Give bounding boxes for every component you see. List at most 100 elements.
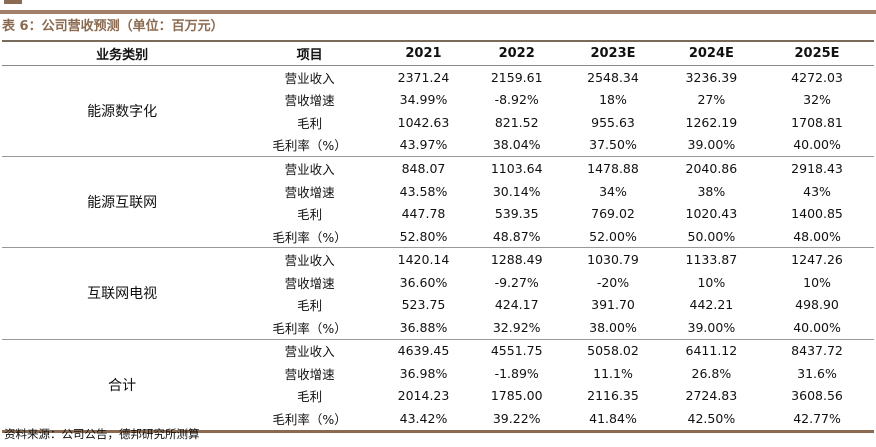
value-cell: 52.80% [376, 224, 471, 249]
item-cell: 毛利率（%） [242, 316, 377, 340]
value-cell: 38% [697, 183, 726, 199]
category-cell: 能源数字化 [2, 65, 243, 158]
value-cell: 38.00% [563, 316, 663, 340]
item-cell: 毛利 [297, 115, 323, 131]
value-cell: 821.52 [494, 114, 539, 130]
value-cell: 43% [803, 183, 831, 199]
value-cell: 2159.61 [490, 69, 543, 85]
value-cell: 34.99% [399, 92, 448, 108]
table-row: 营收增速 36.60% -9.27% -20% 10% 10% [2, 271, 874, 294]
source-note: 资料来源：公司公告，德邦研究所测算 [4, 427, 200, 441]
value-cell: 447.78 [401, 206, 446, 222]
table-row: 毛利 1042.63 821.52 955.63 1262.19 1708.81 [2, 111, 874, 134]
value-cell: 2014.23 [397, 388, 450, 404]
value-cell: 11.1% [593, 365, 633, 381]
category-cell: 互联网电视 [2, 247, 243, 340]
value-cell: 955.63 [591, 114, 635, 130]
value-cell: 2724.83 [685, 388, 738, 404]
value-cell: 27% [697, 92, 726, 108]
item-cell: 毛利 [297, 298, 323, 314]
value-cell: 1133.87 [685, 252, 738, 268]
table-row: 毛利率（%） 43.97% 38.04% 37.50% 39.00% 40.00% [2, 133, 874, 158]
value-cell: 48.00% [760, 224, 874, 249]
value-cell: -20% [596, 274, 630, 290]
header-logo-block [4, 0, 22, 4]
value-cell: 1708.81 [791, 114, 843, 130]
item-cell: 营业收入 [284, 161, 335, 177]
value-cell: 3236.39 [685, 69, 738, 85]
table-row: 能源互联网 营业收入 848.07 1103.64 1478.88 2040.86 2918… [2, 156, 874, 249]
value-cell: 2918.43 [791, 160, 843, 176]
value-cell: 1400.85 [791, 206, 843, 222]
column-header: 2025E [760, 41, 874, 66]
value-cell: 34% [599, 183, 627, 199]
value-cell: 39.00% [662, 316, 761, 340]
column-header: 业务类别 [2, 41, 243, 66]
value-cell: 36.60% [399, 274, 448, 290]
value-cell: 1247.26 [791, 252, 843, 268]
value-cell: 1288.49 [490, 252, 543, 268]
table-row: 毛利率（%） 52.80% 48.87% 52.00% 50.00% 48.00% [2, 224, 874, 249]
value-cell: 39.00% [662, 133, 761, 158]
item-cell: 营业收入 [284, 70, 335, 86]
header-rule [0, 10, 876, 14]
value-cell: 52.00% [563, 224, 663, 249]
value-cell: 31.6% [797, 365, 837, 381]
table-row: 毛利 447.78 539.35 769.02 1020.43 1400.85 [2, 202, 874, 225]
value-cell: 39.22% [492, 410, 541, 426]
table-row: 营收增速 43.58% 30.14% 34% 38% 43% [2, 180, 874, 203]
value-cell: 43.97% [376, 133, 471, 158]
value-cell: 40.00% [760, 133, 874, 158]
value-cell: 41.84% [589, 410, 637, 426]
value-cell: 18% [599, 92, 627, 108]
value-cell: 32% [803, 92, 831, 108]
item-cell: 营收增速 [284, 275, 335, 291]
value-cell: 2548.34 [587, 69, 639, 85]
value-cell: 48.87% [470, 224, 564, 249]
item-cell: 营收增速 [284, 184, 335, 200]
item-cell: 营业收入 [284, 253, 335, 269]
value-cell: 37.50% [563, 133, 663, 158]
value-cell: 4639.45 [397, 343, 450, 359]
value-cell: 498.90 [795, 297, 839, 313]
column-header: 2024E [662, 41, 761, 66]
item-cell: 毛利率（%） [242, 224, 377, 249]
column-header: 2021 [376, 41, 471, 66]
value-cell: 5058.02 [587, 343, 639, 359]
value-cell: 8437.72 [791, 343, 843, 359]
value-cell: 2116.35 [587, 388, 639, 404]
table-row: 能源数字化 营业收入 2371.24 2159.61 2548.34 3236.39 427… [2, 65, 874, 158]
item-cell: 营业收入 [284, 344, 335, 360]
value-cell: 1262.19 [685, 114, 738, 130]
value-cell: 38.04% [470, 133, 564, 158]
value-cell: 539.35 [494, 206, 539, 222]
value-cell: 1103.64 [490, 160, 543, 176]
value-cell: 10% [697, 274, 726, 290]
category-cell: 能源互联网 [2, 156, 243, 249]
table-row: 毛利 523.75 424.17 391.70 442.21 498.90 [2, 293, 874, 316]
value-cell: 6411.12 [685, 343, 738, 359]
value-cell: 848.07 [401, 160, 446, 176]
item-cell: 毛利 [297, 207, 323, 223]
table-row: 合计 营业收入 4639.45 4551.75 5058.02 6411.12 8437.7… [2, 339, 874, 393]
value-cell: 36.88% [376, 316, 471, 340]
table-row: 营收增速 36.98% -1.89% 11.1% 26.8% 31.6% [2, 362, 874, 385]
value-cell: 30.14% [492, 183, 541, 199]
column-header: 项目 [242, 41, 377, 66]
item-cell: 营收增速 [284, 366, 335, 382]
value-cell: 424.17 [494, 297, 539, 313]
value-cell: 50.00% [662, 224, 761, 249]
value-cell: 1478.88 [587, 160, 639, 176]
value-cell: 40.00% [760, 316, 874, 340]
table-title: 表 6：公司营收预测（单位：百万元） [2, 19, 224, 34]
value-cell: 2371.24 [397, 69, 450, 85]
value-cell: 4551.75 [490, 343, 543, 359]
value-cell: 42.50% [687, 410, 736, 426]
item-cell: 营收增速 [284, 93, 335, 109]
value-cell: -1.89% [494, 365, 539, 381]
item-cell: 毛利率（%） [242, 133, 377, 158]
value-cell: 4272.03 [791, 69, 843, 85]
value-cell: 43.42% [399, 410, 448, 426]
value-cell: 769.02 [591, 206, 635, 222]
value-cell: 1030.79 [587, 252, 639, 268]
